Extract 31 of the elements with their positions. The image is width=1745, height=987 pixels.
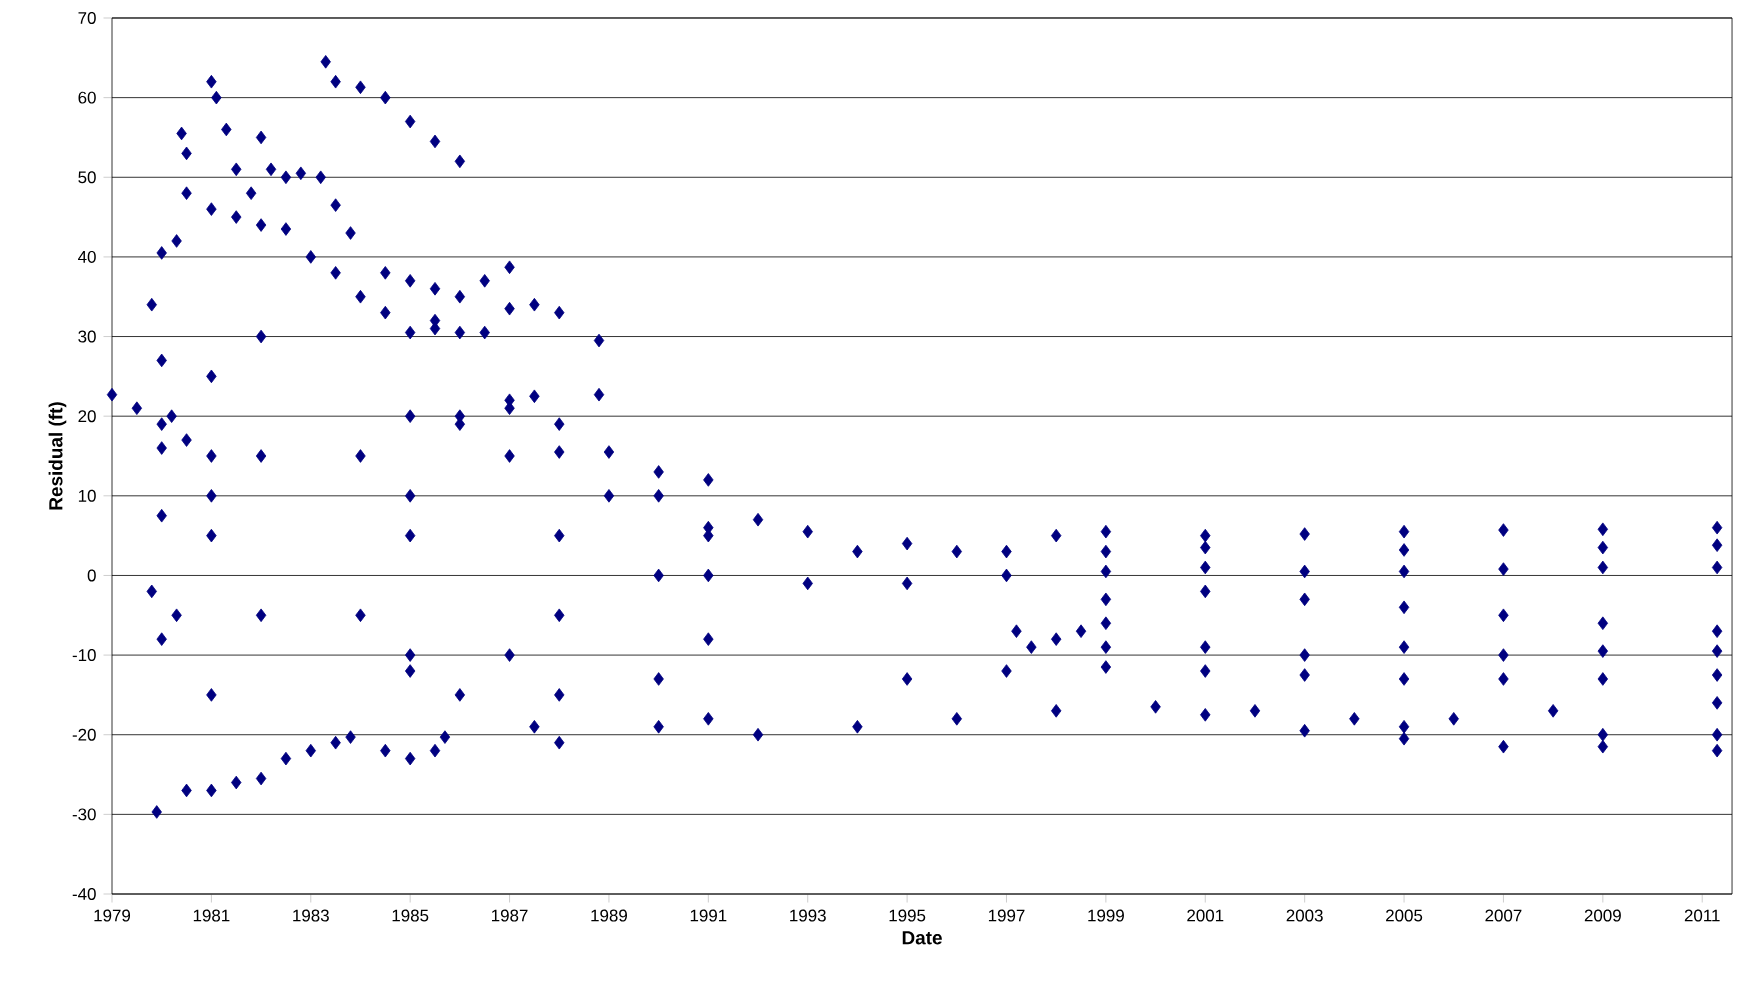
x-tick-label: 1995 — [889, 909, 926, 922]
y-tick-label: 50 — [78, 171, 96, 184]
x-tick-label: 1985 — [392, 909, 429, 922]
y-tick-label: 60 — [78, 91, 96, 104]
y-tick-label: 70 — [78, 12, 96, 24]
x-tick-label: 1983 — [293, 909, 329, 922]
x-tick-label: 1997 — [988, 909, 1025, 922]
x-tick-label: 2009 — [1584, 909, 1621, 922]
x-tick-label: 2001 — [1187, 909, 1224, 922]
x-tick-label: 1979 — [94, 909, 131, 922]
y-tick-label: -30 — [72, 808, 96, 821]
y-tick-label: -40 — [72, 888, 96, 900]
y-tick-label: 10 — [78, 489, 96, 502]
y-axis-title: Residual (ft) — [48, 402, 67, 510]
x-tick-label: 1981 — [193, 909, 230, 922]
x-tick-label: 2005 — [1386, 909, 1423, 922]
x-tick-label: 2011 — [1684, 909, 1720, 922]
x-tick-label: 1989 — [591, 909, 627, 922]
y-tick-label: 20 — [78, 410, 96, 423]
x-tick-label: 1987 — [492, 909, 528, 922]
y-tick-label: 0 — [87, 569, 96, 582]
x-tick-label: 1991 — [690, 909, 727, 922]
x-tick-label: 2003 — [1286, 909, 1323, 922]
y-tick-label: 40 — [78, 250, 96, 263]
x-tick-label: 1999 — [1088, 909, 1124, 922]
x-axis-title: Date — [902, 931, 942, 945]
x-tick-label: 1993 — [790, 909, 826, 922]
y-tick-label: -10 — [72, 649, 96, 662]
y-tick-label: 30 — [78, 330, 96, 343]
y-tick-label: -20 — [72, 728, 96, 741]
x-tick-label: 2007 — [1485, 909, 1522, 922]
